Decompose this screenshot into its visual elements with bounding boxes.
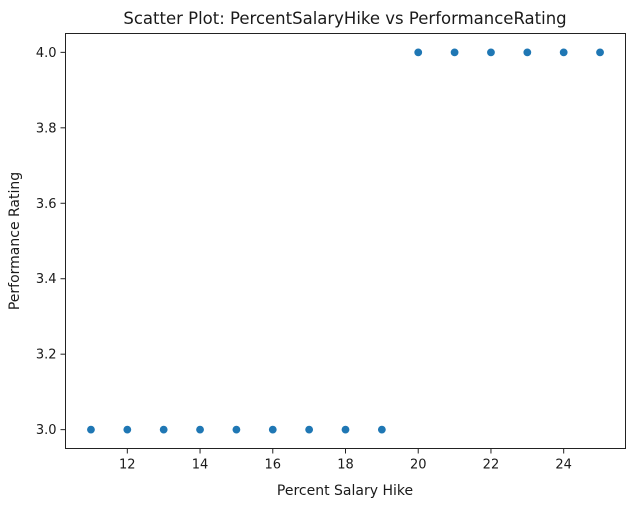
y-axis-label: Performance Rating <box>7 172 23 310</box>
x-tick-label: 16 <box>264 458 281 473</box>
data-point <box>158 424 169 435</box>
data-point <box>195 424 205 435</box>
data-point <box>595 47 605 58</box>
y-tick-label: 3.4 <box>36 272 57 287</box>
x-tick-label: 20 <box>410 458 427 473</box>
y-tick-label: 3.8 <box>36 121 57 136</box>
chart-title: Scatter Plot: PercentSalaryHike vs Perfo… <box>123 9 566 28</box>
data-point <box>377 424 387 435</box>
plot-area <box>65 33 626 449</box>
x-tick-label: 18 <box>337 458 354 473</box>
data-points <box>86 47 605 435</box>
y-tick-label: 3.0 <box>36 423 57 438</box>
data-point <box>86 424 96 435</box>
x-tick-label: 22 <box>483 458 500 473</box>
data-point <box>413 47 423 58</box>
data-point <box>268 424 278 435</box>
data-point <box>449 47 460 58</box>
x-tick-label: 14 <box>192 458 209 473</box>
x-axis-ticks: 12 14 16 18 20 22 24 <box>119 448 572 473</box>
x-tick-label: 24 <box>555 458 572 473</box>
y-tick-label: 4.0 <box>36 46 57 61</box>
y-axis-ticks: 3.0 3.2 3.4 3.6 3.8 4.0 <box>36 46 66 438</box>
data-point <box>231 424 242 435</box>
data-point <box>558 47 569 58</box>
data-point <box>340 424 351 435</box>
y-tick-label: 3.6 <box>36 197 57 212</box>
x-axis-label: Percent Salary Hike <box>277 483 413 499</box>
data-point <box>304 424 314 435</box>
x-tick-label: 12 <box>119 458 136 473</box>
data-point <box>486 47 496 58</box>
data-point <box>122 424 133 435</box>
data-point <box>522 47 533 58</box>
y-tick-label: 3.2 <box>36 348 57 363</box>
